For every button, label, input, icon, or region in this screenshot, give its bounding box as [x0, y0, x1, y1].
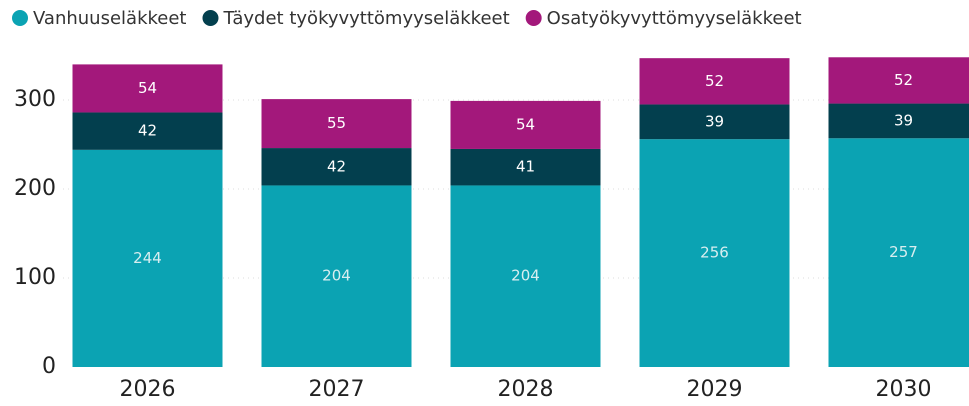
bar-segment — [828, 103, 969, 139]
value-label: 42 — [138, 122, 157, 140]
value-label: 257 — [889, 243, 918, 261]
legend-marker — [202, 10, 219, 26]
y-tick-label: 200 — [14, 176, 56, 201]
bar-segment — [72, 64, 223, 113]
value-label: 204 — [511, 267, 540, 285]
legend-label: Vanhuuseläkkeet — [33, 8, 186, 29]
plot-area: 0 100 200 300 244 42 54 2026 204 42 55 2027 204 41 54 2… — [14, 57, 969, 402]
bar-segment — [72, 112, 223, 150]
bar-segment — [639, 58, 790, 105]
legend-marker — [525, 10, 542, 26]
value-label: 55 — [327, 114, 346, 132]
bar-segment — [72, 149, 223, 367]
bar-segment — [450, 148, 601, 186]
value-label: 52 — [894, 71, 913, 89]
x-tick-label: 2028 — [498, 377, 554, 402]
bar-segment — [639, 104, 790, 140]
y-tick-label: 100 — [14, 265, 56, 290]
value-label: 256 — [700, 244, 729, 262]
value-label: 204 — [322, 267, 351, 285]
value-label: 54 — [516, 115, 535, 133]
bar-segment — [828, 138, 969, 367]
x-tick-label: 2029 — [687, 377, 743, 402]
value-label: 42 — [327, 157, 346, 175]
legend-marker — [12, 10, 28, 26]
legend-label: Täydet työkyvyttömyyseläkkeet — [222, 8, 509, 29]
value-label: 39 — [894, 111, 913, 129]
y-tick-label: 300 — [14, 87, 56, 112]
value-label: 39 — [705, 112, 724, 130]
value-label: 54 — [138, 79, 157, 97]
value-label: 244 — [133, 249, 162, 267]
legend: Vanhuuseläkkeet Täydet työkyvyttömyyseläk… — [12, 8, 802, 29]
bar-segment — [261, 148, 412, 186]
x-tick-label: 2026 — [120, 377, 176, 402]
value-label: 41 — [516, 158, 535, 176]
legend-label: Osatyökyvyttömyyseläkkeet — [547, 8, 802, 29]
bar-segment — [450, 100, 601, 149]
bar-segment — [261, 99, 412, 149]
bar-segment — [261, 185, 412, 367]
y-tick-label: 0 — [42, 354, 56, 379]
bar-segment — [450, 185, 601, 367]
value-label: 52 — [705, 72, 724, 90]
bar-segment — [639, 139, 790, 367]
x-tick-label: 2030 — [876, 377, 932, 402]
bar-segment — [828, 57, 969, 104]
x-tick-label: 2027 — [309, 377, 365, 402]
